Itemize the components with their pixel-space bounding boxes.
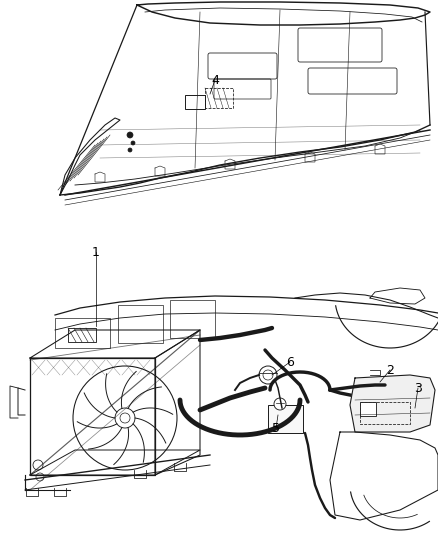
Polygon shape (350, 375, 435, 432)
Bar (170, 300, 215, 338)
Bar (185, 95, 205, 109)
Circle shape (120, 413, 130, 423)
Text: 2: 2 (386, 364, 394, 376)
Circle shape (128, 148, 132, 152)
Bar (55, 318, 110, 348)
Bar (268, 405, 303, 433)
Text: 5: 5 (272, 422, 280, 434)
Text: 6: 6 (286, 356, 294, 368)
Bar (360, 402, 376, 416)
Bar (360, 402, 410, 424)
Text: 1: 1 (92, 246, 100, 259)
Circle shape (259, 366, 277, 384)
Bar (118, 305, 163, 343)
Text: 3: 3 (414, 382, 422, 394)
Text: 4: 4 (211, 74, 219, 86)
Bar (205, 88, 233, 108)
Circle shape (127, 132, 133, 138)
Bar (68, 328, 96, 342)
Circle shape (274, 398, 286, 410)
Circle shape (131, 141, 135, 145)
